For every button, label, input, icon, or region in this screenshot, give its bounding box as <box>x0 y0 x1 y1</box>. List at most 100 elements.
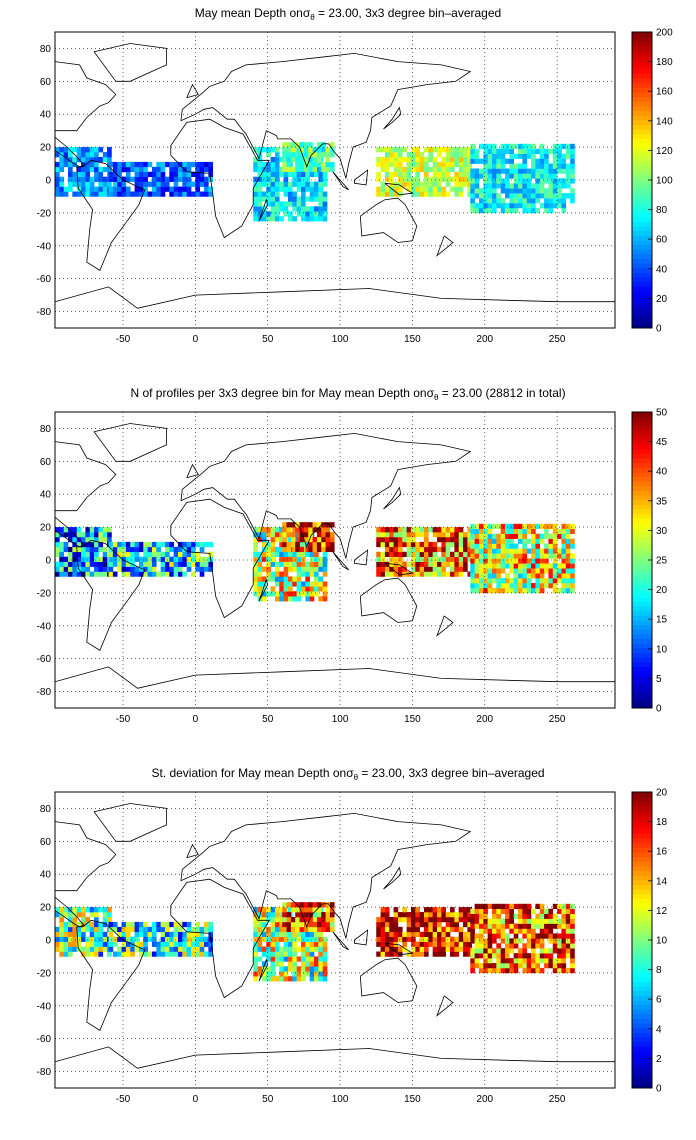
heatmap-cell <box>266 171 271 178</box>
heatmap-cell <box>419 936 425 942</box>
coastline <box>332 931 350 951</box>
heatmap-cell <box>208 186 214 192</box>
heatmap-cell <box>274 576 280 582</box>
heatmap-cell <box>274 546 280 553</box>
colorbar-segment <box>632 903 652 909</box>
heatmap-cell <box>117 176 122 182</box>
heatmap-cell <box>169 166 174 173</box>
heatmap-cell <box>309 561 315 567</box>
colorbar-segment <box>632 583 652 589</box>
heatmap-cell <box>279 936 284 942</box>
heatmap-cell <box>384 931 390 938</box>
heatmap-cell <box>474 193 480 199</box>
heatmap-cell <box>151 926 157 933</box>
heatmap-cell <box>186 546 192 553</box>
heatmap-cell <box>321 161 326 168</box>
heatmap-cell <box>309 161 315 168</box>
heatmap-cell <box>535 163 541 169</box>
heatmap-cell <box>376 191 381 197</box>
heatmap-cell <box>522 918 528 924</box>
heatmap-cell <box>565 913 571 919</box>
heatmap-cell <box>474 538 480 544</box>
heatmap-cell <box>445 527 451 533</box>
colorbar-segment <box>632 430 652 436</box>
heatmap-cell <box>308 152 313 158</box>
heatmap-cell <box>428 561 433 567</box>
heatmap-cell <box>266 576 271 582</box>
heatmap-cell <box>68 921 73 928</box>
heatmap-cell <box>261 936 267 942</box>
heatmap-cell <box>402 166 407 173</box>
heatmap-cell <box>318 211 323 217</box>
heatmap-cell <box>253 532 258 538</box>
heatmap-cell <box>384 936 390 942</box>
coastline <box>436 235 454 257</box>
heatmap-cell <box>208 951 214 957</box>
heatmap-cell <box>270 576 276 582</box>
heatmap-cell <box>81 926 86 933</box>
heatmap-cell <box>526 528 532 534</box>
heatmap-cell <box>59 541 64 548</box>
heatmap-cell <box>143 561 148 567</box>
heatmap-cell <box>483 553 488 559</box>
heatmap-cell <box>314 916 319 923</box>
heatmap-cell <box>432 931 438 938</box>
heatmap-cell <box>531 583 536 589</box>
heatmap-cell <box>487 563 493 569</box>
heatmap-cell <box>432 527 438 533</box>
heatmap-cell <box>496 953 501 959</box>
heatmap-cell <box>539 178 545 184</box>
heatmap-cell <box>531 928 536 934</box>
heatmap-cell <box>321 926 326 933</box>
colorbar-tick-label: 120 <box>656 146 673 157</box>
heatmap-cell <box>561 203 567 209</box>
heatmap-cell <box>531 198 536 204</box>
heatmap-cell <box>151 181 157 187</box>
heatmap-cell <box>94 147 99 153</box>
heatmap-cell <box>98 571 104 577</box>
heatmap-cell <box>535 193 541 199</box>
heatmap-cell <box>169 946 174 952</box>
heatmap-cell <box>125 566 131 572</box>
heatmap-cell <box>415 176 420 182</box>
heatmap-cell <box>535 573 541 579</box>
heatmap-cell <box>445 152 451 158</box>
heatmap-cell <box>63 931 69 938</box>
heatmap-cell <box>178 936 183 942</box>
heatmap-cell <box>76 546 82 553</box>
panel-std-deviation: St. deviation for May mean Depth onσθ = … <box>0 760 696 1140</box>
heatmap-cell <box>450 926 455 933</box>
colorbar-segment <box>632 82 652 88</box>
heatmap-cell <box>59 571 64 577</box>
heatmap-cell <box>428 191 433 197</box>
colorbar-segment <box>632 930 652 936</box>
heatmap-cell <box>384 941 390 947</box>
heatmap-cell <box>76 191 82 197</box>
heatmap-cell <box>500 903 506 910</box>
heatmap-cell <box>274 527 280 533</box>
heatmap-cell <box>483 903 488 910</box>
heatmap-cell <box>290 147 296 153</box>
heatmap-cell <box>410 916 416 923</box>
heatmap-cell <box>432 166 438 173</box>
heatmap-cell <box>299 902 305 908</box>
heatmap-cell <box>544 583 549 589</box>
heatmap-cell <box>565 163 571 169</box>
heatmap-cell <box>535 553 541 559</box>
heatmap-cell <box>463 147 468 153</box>
heatmap-cell <box>428 921 433 928</box>
heatmap-cell <box>419 186 425 192</box>
heatmap-cell <box>487 943 493 949</box>
colorbar-segment <box>632 657 652 663</box>
heatmap-cell <box>173 161 179 168</box>
heatmap-cell <box>169 161 174 168</box>
heatmap-cell <box>509 587 515 594</box>
heatmap-cell <box>526 958 532 964</box>
heatmap-cell <box>125 541 131 548</box>
heatmap-cell <box>557 573 562 579</box>
heatmap-cell <box>186 926 192 933</box>
heatmap-cell <box>186 176 192 182</box>
heatmap-cell <box>513 958 519 964</box>
heatmap-cell <box>552 963 558 969</box>
heatmap-cell <box>450 152 455 158</box>
